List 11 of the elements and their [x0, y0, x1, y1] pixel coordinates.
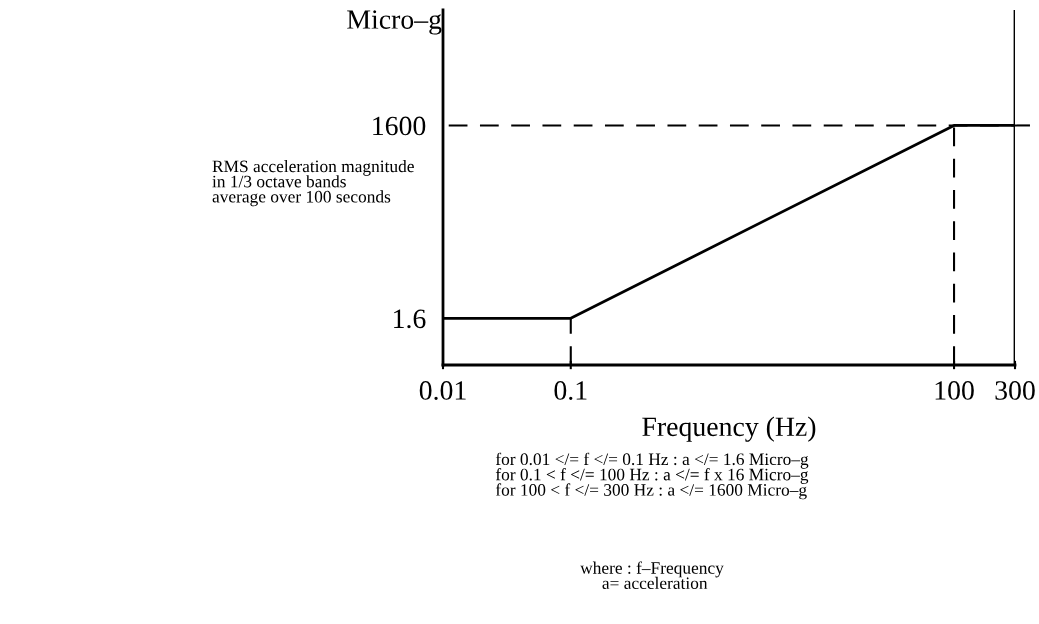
- x-tick-label: 300: [995, 381, 1035, 400]
- text: RMS acceleration magnitude in 1/3 octave bands average over 100 seconds: [212, 160, 414, 207]
- y-axis-title: Micro–g: [347, 10, 442, 35]
- x-tick-label: 0.1: [554, 381, 587, 400]
- x-axis-title: Frequency (Hz): [642, 416, 816, 442]
- y-tick-label: 1.6: [394, 309, 426, 329]
- x-tick-label: 100: [935, 381, 974, 400]
- text: for 0.01 </= f </= 0.1 Hz : a </= 1.6 Micro–g for 0.1 < f </= 100 Hz : a </= f x 16 Micro–g for 100 < f </= 300 Hz : a </= 1600 Micro–g: [495, 452, 809, 500]
- y-tick-label: 1600: [373, 116, 426, 136]
- x-tick-label: 0.01: [419, 381, 466, 400]
- text: where : f–Frequency a= acceleration: [580, 561, 724, 590]
